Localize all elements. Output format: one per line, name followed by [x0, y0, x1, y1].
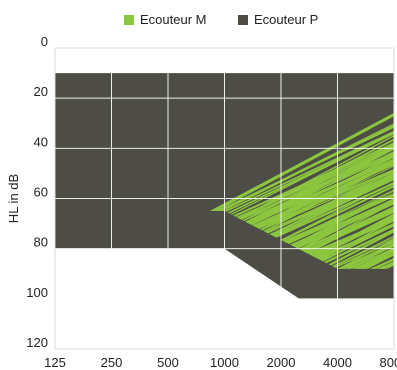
legend: Ecouteur M Ecouteur P	[124, 12, 318, 27]
x-tick-label: 8000	[380, 355, 397, 370]
y-tick-label: 20	[34, 84, 48, 99]
plot-frame	[54, 47, 395, 350]
legend-item-ecouteur-p: Ecouteur P	[238, 12, 318, 27]
legend-swatch	[238, 15, 248, 25]
legend-swatch	[124, 15, 134, 25]
x-tick-label: 500	[157, 355, 179, 370]
x-axis-ticks: 125 250 500 1000 2000 4000 8000	[44, 355, 397, 370]
plot-area	[54, 47, 395, 350]
x-tick-label: 4000	[323, 355, 352, 370]
x-tick-label: 2000	[267, 355, 296, 370]
y-tick-label: 120	[26, 335, 48, 350]
y-tick-label: 60	[34, 185, 48, 200]
x-tick-label: 1000	[210, 355, 239, 370]
legend-item-ecouteur-m: Ecouteur M	[124, 12, 206, 27]
y-tick-label: 0	[41, 34, 48, 49]
grid	[54, 47, 395, 350]
y-axis-title: HL in dB	[6, 174, 21, 223]
x-tick-label: 250	[101, 355, 123, 370]
x-tick-label: 125	[44, 355, 66, 370]
y-tick-label: 100	[26, 285, 48, 300]
y-tick-label: 40	[34, 134, 48, 149]
y-tick-label: 80	[34, 235, 48, 250]
y-axis-ticks: 0 20 40 60 80 100 120	[26, 34, 48, 350]
legend-label: Ecouteur M	[140, 12, 206, 27]
legend-label: Ecouteur P	[254, 12, 318, 27]
